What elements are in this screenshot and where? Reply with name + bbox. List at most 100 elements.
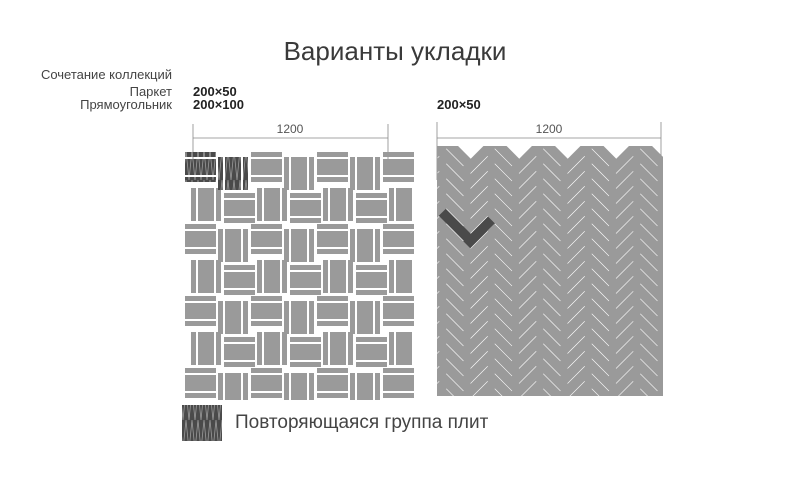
herringbone-tile (511, 276, 544, 309)
herringbone-tile (681, 299, 714, 332)
parquet-tile (375, 229, 380, 262)
herringbone-tile (535, 148, 569, 182)
herringbone-tile (559, 231, 593, 264)
parquet-tile (383, 393, 414, 398)
herringbone-tile (608, 366, 641, 396)
herringbone-tile (681, 269, 714, 302)
herringbone-tile (511, 321, 544, 354)
herringbone-tile (608, 276, 641, 309)
herringbone-tile (437, 336, 447, 369)
herringbone-tile (632, 298, 663, 332)
herringbone-tile (438, 238, 472, 272)
herringbone-tile (437, 171, 447, 204)
herringbone-tile (487, 298, 520, 332)
herringbone-tile (632, 146, 663, 167)
herringbone-tile (584, 343, 617, 377)
parquet-size: 200×50 (193, 84, 237, 99)
herringbone-tile (608, 321, 641, 354)
herringbone-tile (487, 313, 520, 347)
herringbone-tile (584, 238, 617, 272)
herringbone-tile (462, 171, 496, 204)
herringbone-tile (584, 163, 617, 197)
herringbone-tile (438, 178, 472, 212)
herringbone-tile (437, 156, 447, 189)
herringbone-tile (584, 253, 617, 287)
herringbone-tile (462, 156, 496, 189)
parquet-tile (257, 188, 262, 221)
rectangle-tile (198, 332, 214, 365)
herringbone-tile (535, 373, 569, 396)
herringbone-tile (487, 238, 520, 272)
herringbone-tile (535, 208, 569, 242)
label-rectangle: Прямоугольник (80, 97, 172, 112)
herringbone-tile (705, 351, 738, 384)
parquet-tile (317, 224, 348, 229)
parquet-tile (309, 157, 314, 190)
herringbone-tile (559, 291, 593, 324)
parquet-tile (185, 368, 216, 373)
herringbone-tile (705, 141, 738, 174)
parquet-tile (356, 337, 387, 342)
parquet-tile (257, 260, 262, 293)
parquet-tile (290, 337, 321, 342)
herringbone-tile (705, 231, 738, 264)
herringbone-tile (608, 216, 641, 249)
rectangle-tile (225, 157, 241, 190)
parquet-tile (284, 229, 289, 262)
herringbone-tile (487, 268, 520, 302)
herringbone-tile (487, 283, 520, 317)
parquet-tile (309, 301, 314, 334)
herringbone-tile (511, 336, 544, 369)
herringbone-tile (462, 306, 496, 339)
herringbone-tile (632, 193, 663, 227)
herringbone-tile (535, 313, 569, 347)
herringbone-tile (511, 201, 544, 234)
herringbone-tile (438, 358, 472, 392)
herringbone-tile (681, 164, 714, 197)
herringbone-tile (608, 411, 641, 444)
parquet-tile (348, 188, 353, 221)
parquet-tile (243, 229, 248, 262)
herringbone-tile (632, 253, 663, 287)
rectangle-tile (357, 229, 373, 262)
herringbone-tile (584, 373, 617, 396)
parquet-tile (185, 321, 216, 326)
parquet-tile (290, 218, 321, 223)
herringbone-tile (535, 178, 569, 212)
herringbone-tile (584, 146, 617, 167)
herringbone-tile (632, 178, 663, 212)
herringbone-tile (584, 283, 617, 317)
herringbone-tile (487, 253, 520, 287)
herringbone-tile (487, 146, 520, 167)
herringbone-tile (487, 358, 520, 392)
herringbone-tile (437, 261, 447, 294)
herringbone-tile (584, 268, 617, 302)
herringbone-tile (681, 344, 714, 377)
parquet-tile (282, 188, 287, 221)
herringbone-tile (632, 373, 663, 396)
herringbone-tile (608, 381, 641, 396)
parquet-tile (414, 260, 419, 293)
parquet-tile (257, 332, 262, 365)
parquet-tile (216, 188, 221, 221)
parquet-tile (309, 229, 314, 262)
herringbone-tile (559, 336, 593, 369)
rectangle-tile (224, 200, 255, 216)
parquet-tile (251, 177, 282, 182)
herringbone-tile (608, 291, 641, 324)
rectangle-tile (317, 303, 348, 319)
rectangle-tile (330, 332, 346, 365)
herringbone-tile (437, 291, 447, 324)
herringbone-tile (584, 358, 617, 392)
parquet-tile (216, 332, 221, 365)
parquet-tile (356, 193, 387, 198)
parquet-tile (185, 152, 216, 157)
herringbone-tile (559, 216, 593, 249)
parquet-tile (317, 152, 348, 157)
herringbone-tile (438, 328, 472, 362)
parquet-tile (282, 332, 287, 365)
herringbone-tile (657, 411, 690, 444)
parquet-tile (323, 188, 328, 221)
rectangle-tile (396, 260, 412, 293)
herringbone-tile (438, 268, 472, 302)
